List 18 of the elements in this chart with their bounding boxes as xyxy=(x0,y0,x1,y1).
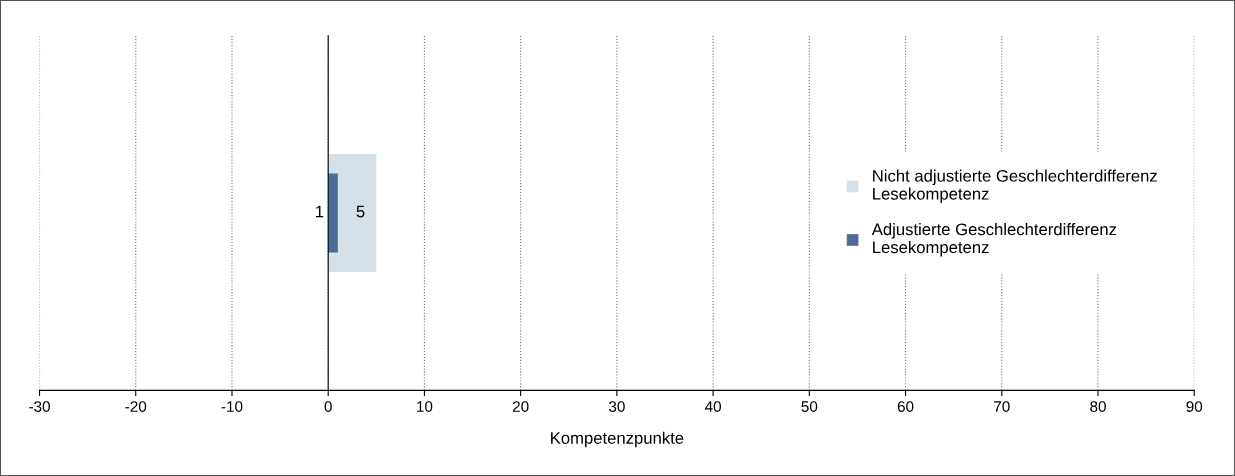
x-tick-label: 40 xyxy=(704,401,722,412)
x-tick-label: 90 xyxy=(1186,401,1203,412)
x-tick-label: 20 xyxy=(512,401,529,412)
legend-label: Adjustierte Geschlechterdifferenz Lesekompetenz xyxy=(871,223,1117,257)
legend-label: Nicht adjustierte Geschlechterdifferenz Lesekompetenz xyxy=(873,169,1157,204)
data-label: 1 xyxy=(316,205,324,218)
x-tick-label: 60 xyxy=(897,401,914,412)
x-tick-label: 50 xyxy=(801,401,818,412)
x-tick-label: -30 xyxy=(29,401,50,412)
x-axis-title: Kompetenzpunkte xyxy=(551,431,684,448)
x-tick-label: -20 xyxy=(125,401,147,412)
x-tick-label: 70 xyxy=(994,401,1010,412)
data-label: 5 xyxy=(356,205,365,218)
x-tick-label: 30 xyxy=(608,401,625,412)
x-tick-label: 0 xyxy=(324,401,332,412)
x-tick-label: -10 xyxy=(221,401,243,412)
x-tick-label: 80 xyxy=(1090,401,1106,412)
x-tick-label: 10 xyxy=(417,401,433,412)
